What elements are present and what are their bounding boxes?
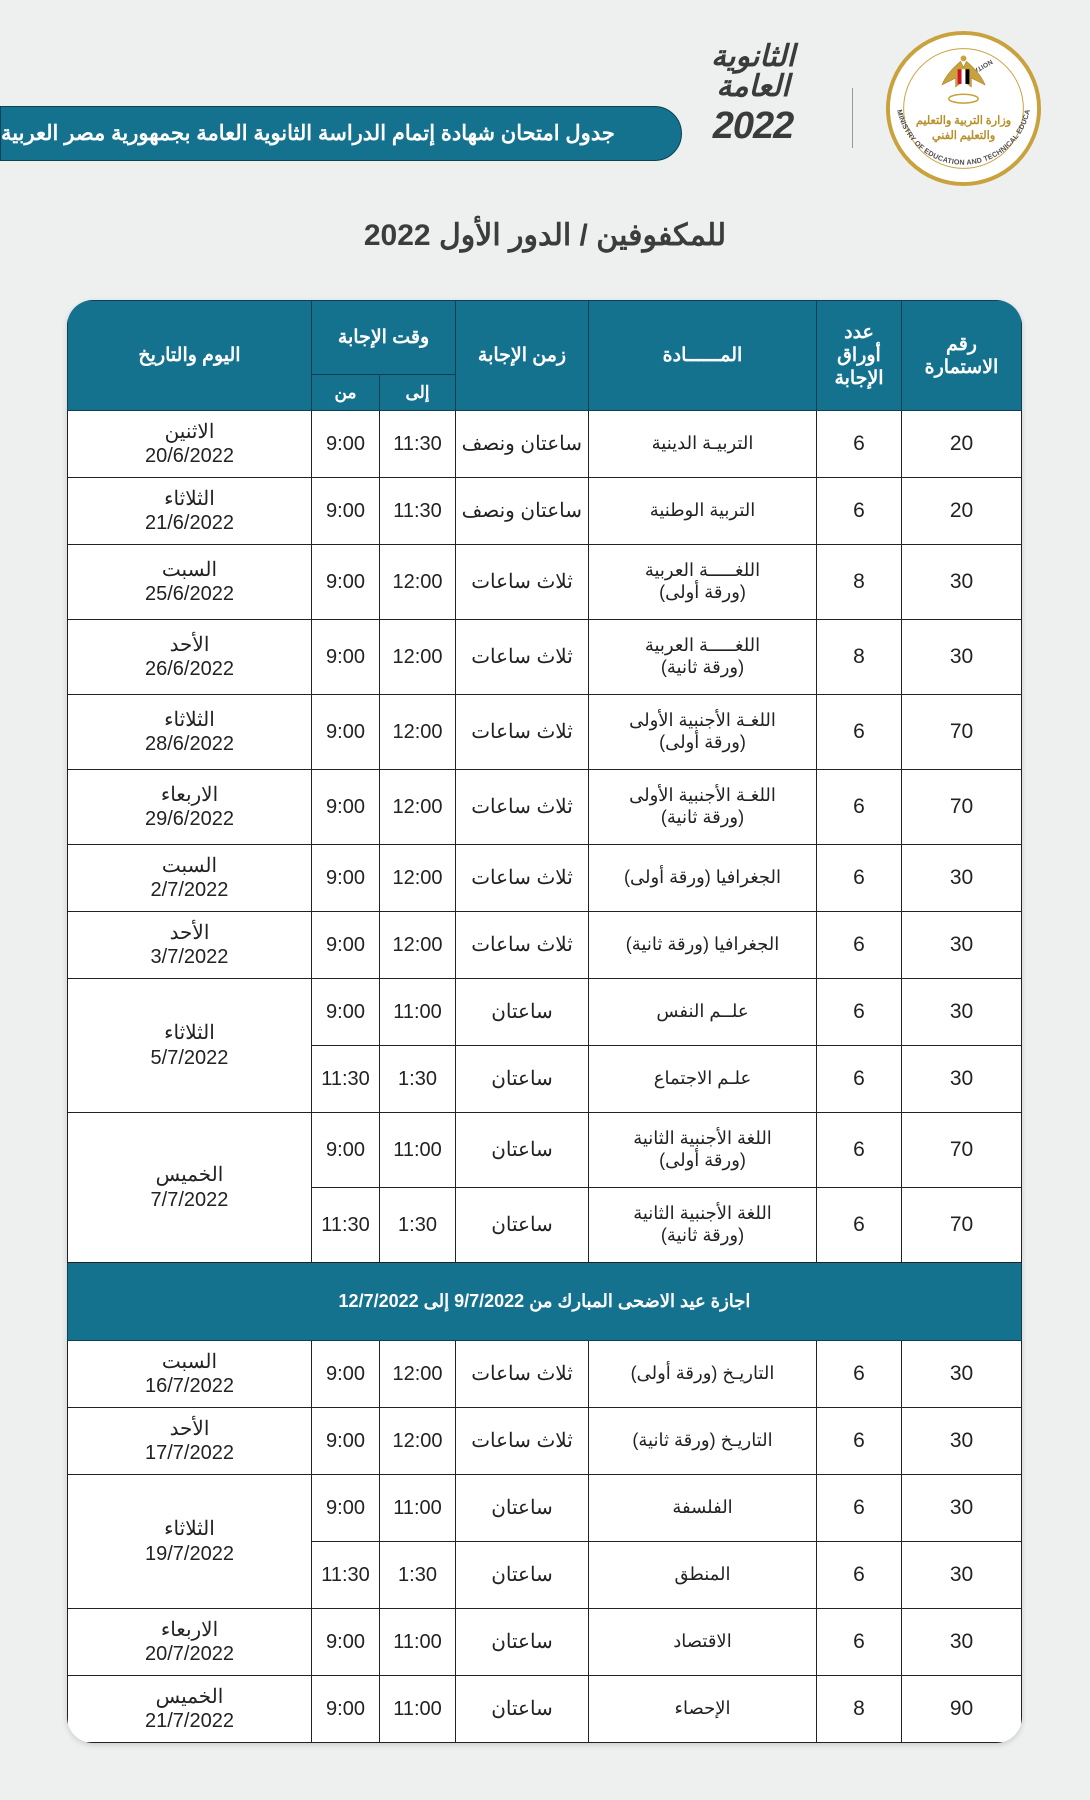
svg-text:والتعليم الفني: والتعليم الفني bbox=[932, 130, 995, 143]
svg-text:وزارة التربية والتعليم: وزارة التربية والتعليم bbox=[916, 115, 1011, 127]
